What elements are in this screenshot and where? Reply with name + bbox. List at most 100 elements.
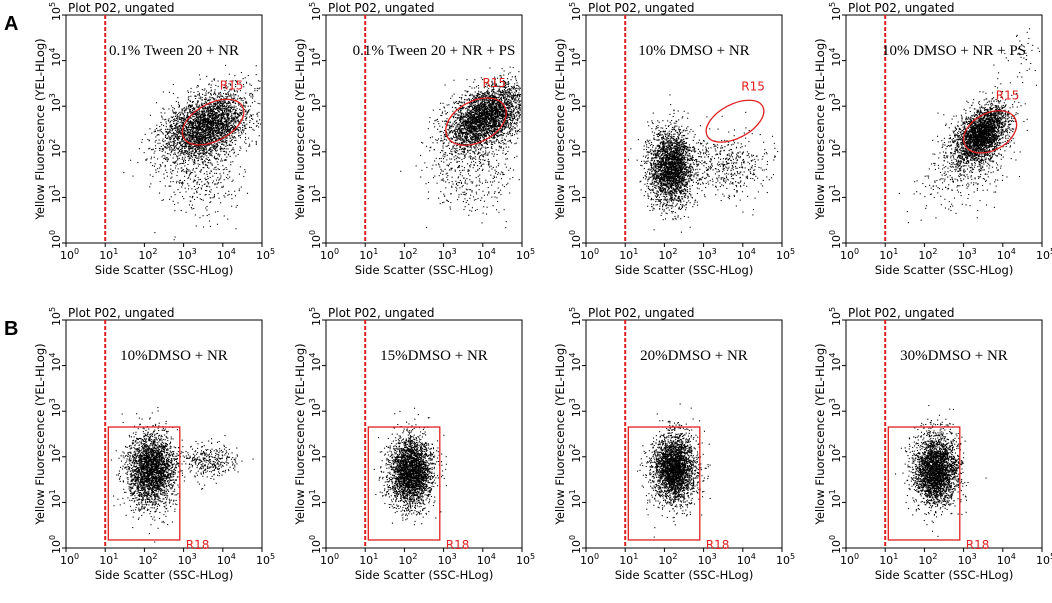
x-tick-label: 104	[217, 247, 236, 262]
condition-label: 0.1% Tween 20 + NR	[109, 43, 239, 59]
y-tick-label: 104	[828, 48, 843, 67]
event-points	[627, 94, 779, 233]
y-axis-title: Yellow Fluorescence (YEL-HLog)	[293, 343, 307, 525]
y-tick-label: 105	[48, 2, 63, 21]
x-tick-label: 101	[99, 552, 118, 567]
y-axis-title: Yellow Fluorescence (YEL-HLog)	[813, 38, 827, 220]
x-tick-label: 102	[918, 552, 937, 567]
x-tick-label: 105	[776, 552, 795, 567]
x-tick-label: 103	[178, 552, 197, 567]
gate-r18	[627, 426, 701, 541]
gate-r15	[445, 97, 507, 146]
x-axis-title: Side Scatter (SSC-HLog)	[355, 568, 494, 582]
gate-label: R18	[446, 538, 470, 552]
y-tick-label: 101	[308, 489, 323, 508]
y-tick-label: 100	[828, 230, 843, 249]
y-tick-label: 103	[568, 398, 583, 417]
x-tick-label: 100	[840, 552, 859, 567]
x-axis-title: Side Scatter (SSC-HLog)	[615, 568, 754, 582]
y-axis-title: Yellow Fluorescence (YEL-HLog)	[33, 38, 47, 220]
gate-label: R18	[186, 538, 210, 552]
plot-title: Plot P02, ungated	[588, 1, 694, 15]
x-tick-label: 102	[398, 552, 417, 567]
plot-title: Plot P02, ungated	[588, 306, 694, 320]
x-tick-label: 101	[619, 247, 638, 262]
x-tick-label: 101	[359, 552, 378, 567]
gate-label: R15	[482, 76, 506, 90]
condition-label: 30%DMSO + NR	[900, 348, 1008, 364]
event-points	[894, 405, 987, 537]
y-axis-title: Yellow Fluorescence (YEL-HLog)	[33, 343, 47, 525]
x-tick-label: 100	[320, 552, 339, 567]
y-tick-label: 102	[308, 139, 323, 158]
y-tick-label: 104	[568, 48, 583, 67]
gate-label: R15	[996, 88, 1020, 102]
event-points	[898, 28, 1041, 224]
x-tick-label: 103	[958, 247, 977, 262]
x-tick-label: 101	[619, 552, 638, 567]
x-tick-label: 100	[580, 247, 599, 262]
x-tick-label: 102	[138, 552, 157, 567]
y-tick-label: 105	[308, 2, 323, 21]
event-points	[110, 407, 254, 543]
event-points	[400, 66, 522, 229]
y-tick-label: 105	[568, 2, 583, 21]
y-tick-label: 100	[828, 535, 843, 554]
gate-r18	[107, 426, 181, 541]
y-tick-label: 102	[308, 444, 323, 463]
plot-frame	[585, 319, 783, 549]
gate-r15	[705, 99, 765, 143]
y-tick-label: 102	[48, 139, 63, 158]
y-tick-label: 102	[48, 444, 63, 463]
y-tick-label: 105	[568, 307, 583, 326]
y-tick-label: 103	[48, 93, 63, 112]
y-tick-label: 101	[48, 184, 63, 203]
y-tick-label: 105	[828, 307, 843, 326]
y-tick-label: 101	[568, 489, 583, 508]
x-tick-label: 105	[516, 552, 535, 567]
x-tick-label: 104	[997, 247, 1016, 262]
event-points	[637, 403, 711, 538]
x-tick-label: 100	[60, 552, 79, 567]
y-tick-label: 103	[828, 93, 843, 112]
x-tick-label: 101	[879, 552, 898, 567]
scatter-plot-1: Plot P02, ungated R15 0.1% Tween 20 + NR 10…	[33, 1, 275, 277]
plot-title: Plot P02, ungated	[328, 306, 434, 320]
gate-r18	[887, 426, 961, 541]
x-tick-label: 105	[256, 552, 275, 567]
y-tick-label: 104	[568, 353, 583, 372]
x-axis-title: Side Scatter (SSC-HLog)	[355, 263, 494, 277]
plot-frame	[845, 319, 1043, 549]
x-tick-label: 102	[398, 247, 417, 262]
condition-label: 0.1% Tween 20 + NR + PS	[353, 43, 516, 59]
y-tick-label: 103	[828, 398, 843, 417]
x-tick-label: 103	[178, 247, 197, 262]
y-tick-label: 101	[828, 489, 843, 508]
x-tick-label: 102	[658, 247, 677, 262]
x-tick-label: 102	[658, 552, 677, 567]
condition-label: 10% DMSO + NR + PS	[882, 43, 1026, 59]
panel-letter-a: A	[4, 13, 18, 35]
y-tick-label: 101	[308, 184, 323, 203]
y-axis-title: Yellow Fluorescence (YEL-HLog)	[553, 38, 567, 220]
condition-label: 10%DMSO + NR	[120, 348, 228, 364]
condition-label: 10% DMSO + NR	[638, 43, 749, 59]
y-tick-label: 103	[308, 93, 323, 112]
plot-frame	[65, 319, 263, 549]
y-tick-label: 103	[308, 398, 323, 417]
x-tick-label: 105	[516, 247, 535, 262]
x-tick-label: 100	[840, 247, 859, 262]
y-tick-label: 100	[308, 535, 323, 554]
gate-r15	[181, 98, 245, 146]
x-tick-label: 103	[438, 552, 457, 567]
x-tick-label: 103	[698, 247, 717, 262]
x-axis-title: Side Scatter (SSC-HLog)	[95, 263, 234, 277]
x-tick-label: 104	[217, 552, 236, 567]
x-tick-label: 100	[320, 247, 339, 262]
y-axis-title: Yellow Fluorescence (YEL-HLog)	[293, 38, 307, 220]
y-tick-label: 105	[48, 307, 63, 326]
